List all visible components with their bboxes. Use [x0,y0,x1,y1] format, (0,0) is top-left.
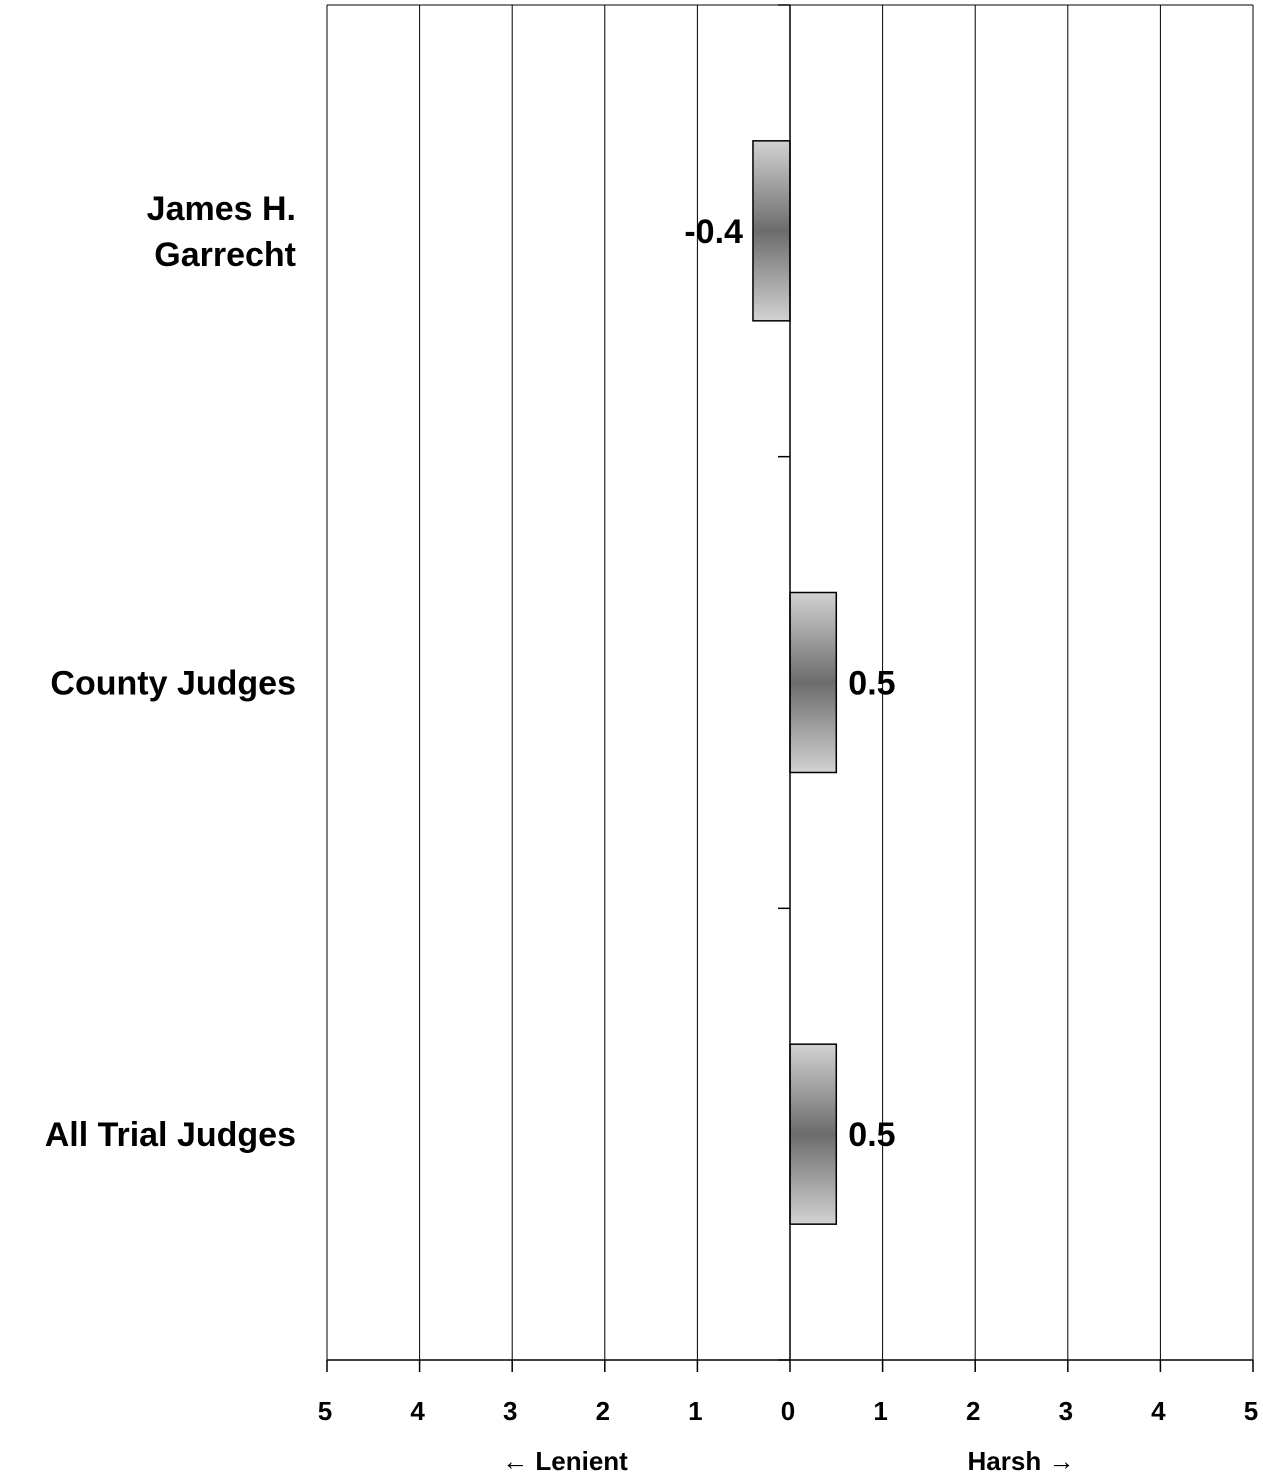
x-tick-label: 1 [873,1396,887,1426]
x-tick-label: 4 [1151,1396,1166,1426]
x-tick-label: 5 [1244,1396,1258,1426]
category-label: James H. Garrecht [147,190,296,274]
x-tick-label: 3 [1059,1396,1073,1426]
data-label: 0.5 [848,665,895,703]
x-tick-label: 2 [966,1396,980,1426]
bar [789,1043,838,1225]
category-label: County Judges [50,665,296,703]
x-tick-label: 2 [596,1396,610,1426]
x-tick-label: 5 [318,1396,332,1426]
data-label: 0.5 [848,1116,895,1154]
data-label: -0.4 [684,213,743,251]
category-label: All Trial Judges [45,1116,296,1154]
x-tick-label: 4 [410,1396,425,1426]
lenient-direction-label: ← Lenient [502,1446,628,1476]
bar [789,591,838,774]
harsh-direction-label: Harsh → [968,1446,1075,1476]
x-tick-label: 1 [688,1396,702,1426]
x-tick-label: 0 [781,1396,795,1426]
bar [752,140,791,322]
x-tick-label: 3 [503,1396,517,1426]
